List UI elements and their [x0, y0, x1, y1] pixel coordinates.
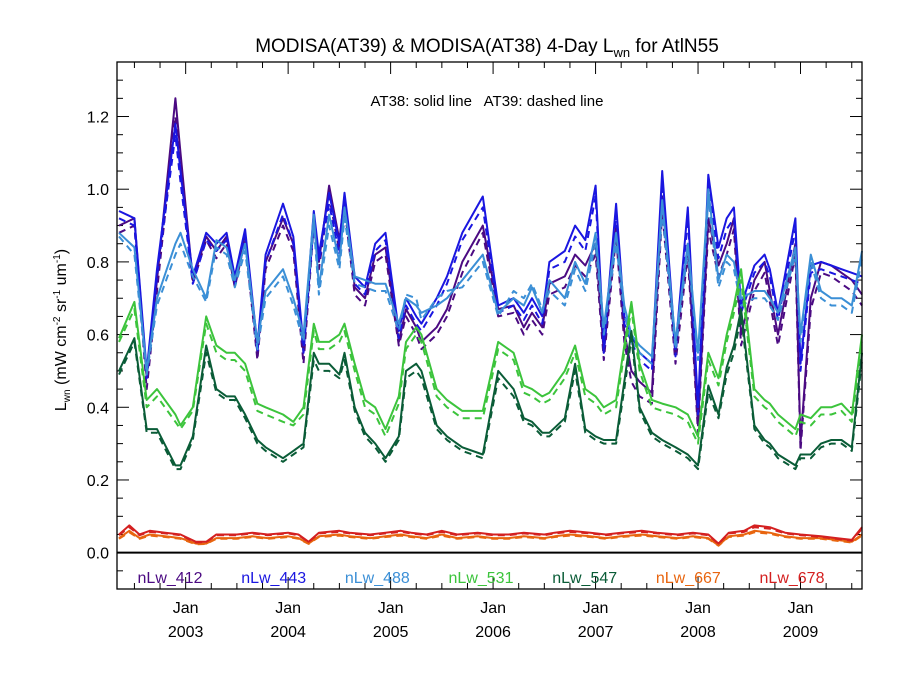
series-line-nlw-531-at38 [118, 268, 863, 438]
legend-item-nlw-488: nLw_488 [345, 570, 410, 587]
y-tick-label: 1.2 [87, 110, 109, 127]
axes-layer: 0.0 0.2 0.4 0.6 0.8 1.0 1.2 Jan 2003 Jan 2004 Jan 20… [87, 62, 862, 641]
y-axis-label: Lwn (mW cm-2 sr-1 um-1) [52, 249, 73, 411]
y-tick-label: 0.0 [87, 546, 109, 563]
legend: nLw_412 nLw_443 nLw_488 nLw_531 nLw_547 nLw_6… [138, 570, 825, 587]
series-layer [118, 97, 863, 547]
series-line-nlw-531-at39 [118, 279, 863, 445]
y-axis-label-unit: (mW cm [53, 325, 70, 389]
series-line-nlw-678-at39 [118, 526, 863, 545]
y-axis-label-base: L [53, 402, 70, 411]
legend-item-nlw-443: nLw_443 [241, 570, 306, 587]
series-line-nlw-667-at39 [118, 531, 863, 547]
y-axis-label-sr-exp: -1 [52, 289, 63, 298]
y-tick-label: 0.8 [87, 255, 109, 272]
x-tick-label-month: Jan [378, 600, 404, 617]
legend-item-nlw-531: nLw_531 [449, 570, 514, 587]
y-axis-label-sr: sr [53, 298, 70, 316]
x-tick-label-month: Jan [173, 600, 199, 617]
chart-title-subscript: wn [612, 45, 630, 60]
legend-item-nlw-667: nLw_667 [656, 570, 721, 587]
series-line-nlw-443-at39 [118, 133, 863, 416]
x-tick-label-year: 2007 [578, 624, 614, 641]
x-tick-label-month: Jan [480, 600, 506, 617]
y-axis-label-close: ) [53, 249, 70, 254]
legend-item-nlw-412: nLw_412 [138, 570, 203, 587]
chart-title-suffix: for AtlN55 [630, 36, 719, 57]
x-tick-label-year: 2003 [168, 624, 204, 641]
x-tick-label-year: 2006 [475, 624, 511, 641]
x-tick-label-year: 2004 [270, 624, 306, 641]
y-tick-label: 1.0 [87, 182, 109, 199]
x-tick-label-month: Jan [583, 600, 609, 617]
chart-title-main: MODISA(AT39) & MODISA(AT38) 4-Day L [255, 36, 613, 57]
x-tick-label-month: Jan [685, 600, 711, 617]
x-tick-label-year: 2009 [783, 624, 819, 641]
y-axis-label-base-sub: wn [62, 389, 73, 403]
y-tick-label: 0.6 [87, 328, 109, 345]
y-axis-label-um-exp: -1 [52, 254, 63, 263]
x-tick-label-year: 2008 [680, 624, 716, 641]
x-tick-label-month: Jan [275, 600, 301, 617]
x-tick-label-year: 2005 [373, 624, 409, 641]
y-axis-label-um: um [53, 263, 70, 290]
chart-title: MODISA(AT39) & MODISA(AT38) 4-Day Lwn fo… [255, 36, 719, 60]
y-axis-label-cm-exp: -2 [52, 316, 63, 325]
y-tick-label: 0.4 [87, 400, 109, 417]
chart-annotation: AT38: solid line AT39: dashed line [371, 93, 604, 110]
legend-item-nlw-547: nLw_547 [552, 570, 617, 587]
legend-item-nlw-678: nLw_678 [760, 570, 825, 587]
y-tick-label: 0.2 [87, 473, 109, 490]
series-line-nlw-547-at39 [118, 315, 863, 471]
x-tick-label-month: Jan [788, 600, 814, 617]
plot-frame [116, 61, 863, 590]
